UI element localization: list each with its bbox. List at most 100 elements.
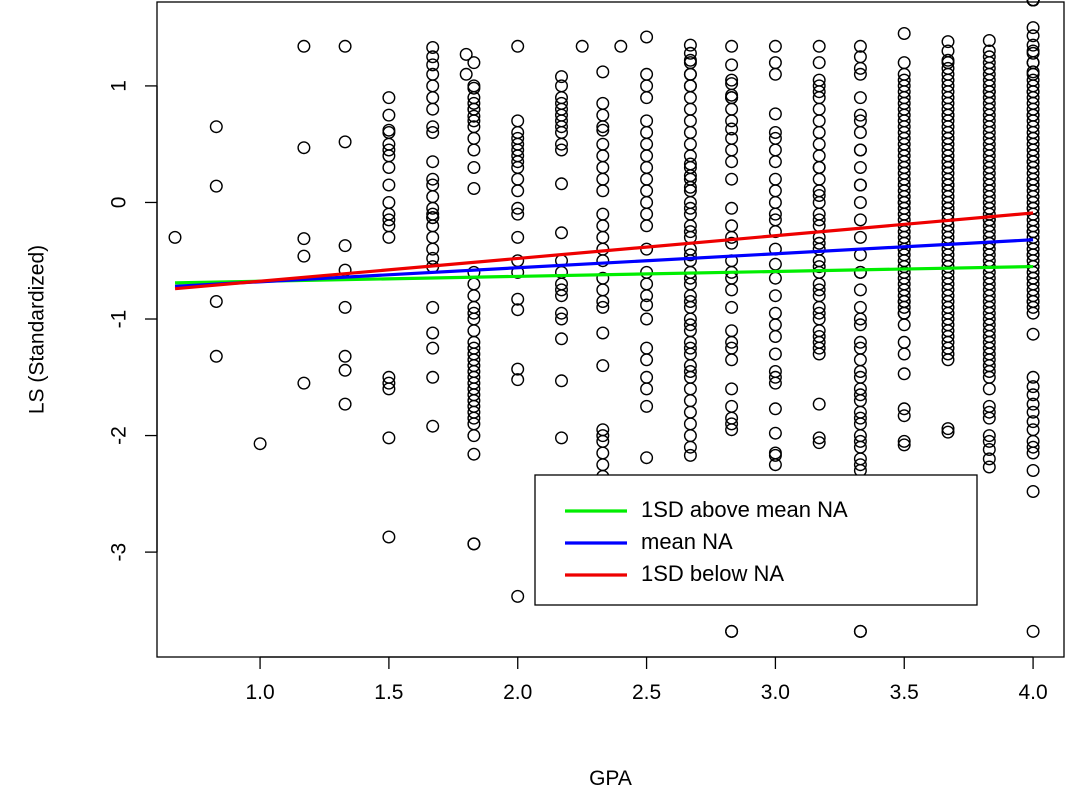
data-point	[640, 451, 654, 465]
data-point	[683, 225, 697, 239]
data-point	[382, 376, 396, 390]
data-point	[812, 397, 826, 411]
legend-label: 1SD above mean NA	[641, 497, 848, 522]
data-point	[426, 102, 440, 116]
data-point	[382, 219, 396, 233]
data-point	[426, 419, 440, 433]
data-point	[812, 283, 826, 297]
data-point	[897, 438, 911, 452]
scatter-points	[168, 0, 1040, 638]
x-tick-label: 1.0	[245, 681, 274, 704]
data-point	[426, 41, 440, 55]
data-point	[853, 213, 867, 227]
data-point	[982, 85, 996, 99]
data-point	[683, 440, 697, 454]
data-point	[768, 458, 782, 472]
data-point	[853, 178, 867, 192]
data-point	[982, 318, 996, 332]
data-point	[982, 443, 996, 457]
data-point	[941, 335, 955, 349]
data-point	[511, 207, 525, 221]
data-point	[555, 332, 569, 346]
data-point	[1026, 131, 1040, 145]
data-point	[683, 201, 697, 215]
data-point	[640, 399, 654, 413]
data-point	[209, 179, 223, 193]
data-point	[555, 120, 569, 134]
data-point	[725, 58, 739, 72]
data-point	[209, 349, 223, 363]
data-point	[338, 363, 352, 377]
data-point	[853, 341, 867, 355]
data-point	[640, 184, 654, 198]
data-point	[725, 122, 739, 136]
data-point	[768, 370, 782, 384]
data-point	[683, 38, 697, 52]
data-point	[1026, 108, 1040, 122]
data-point	[897, 409, 911, 423]
data-point	[596, 359, 610, 373]
data-point	[853, 265, 867, 279]
x-tick-label: 3.5	[890, 681, 919, 704]
data-point	[982, 131, 996, 145]
data-point	[1026, 67, 1040, 81]
data-point	[1026, 44, 1040, 58]
data-point	[982, 341, 996, 355]
data-point	[596, 120, 610, 134]
y-tick-label: -2	[108, 426, 131, 445]
data-point	[725, 77, 739, 91]
data-point	[725, 423, 739, 437]
data-point	[1026, 155, 1040, 169]
data-point	[459, 47, 473, 61]
data-point	[982, 178, 996, 192]
data-point	[768, 67, 782, 81]
data-point	[1026, 446, 1040, 460]
data-point	[467, 411, 481, 425]
data-point	[1026, 160, 1040, 174]
legend: 1SD above mean NA mean NA 1SD below NA	[534, 474, 978, 606]
data-point	[467, 143, 481, 157]
y-tick-label: -3	[108, 543, 131, 562]
data-point	[640, 207, 654, 221]
data-point	[897, 242, 911, 256]
data-point	[426, 300, 440, 314]
data-point	[640, 277, 654, 291]
data-point	[812, 236, 826, 250]
data-point	[683, 448, 697, 462]
data-point	[725, 91, 739, 105]
data-point	[1026, 327, 1040, 341]
data-point	[768, 426, 782, 440]
data-point	[725, 335, 739, 349]
data-point	[1026, 184, 1040, 198]
data-point	[338, 135, 352, 149]
data-point	[1026, 85, 1040, 99]
data-point	[982, 248, 996, 262]
data-point	[725, 236, 739, 250]
data-point	[1026, 415, 1040, 429]
data-point	[1026, 380, 1040, 394]
series-line-2	[174, 238, 1034, 288]
data-point	[725, 300, 739, 314]
data-point	[853, 67, 867, 81]
data-point	[467, 429, 481, 443]
data-point	[467, 160, 481, 174]
data-point	[941, 79, 955, 93]
data-point	[897, 295, 911, 309]
data-point	[1026, 248, 1040, 262]
data-point	[596, 65, 610, 79]
data-point	[338, 239, 352, 253]
data-point	[1026, 624, 1040, 638]
data-point	[768, 376, 782, 390]
data-point	[1026, 277, 1040, 291]
data-point	[768, 402, 782, 416]
data-point	[725, 201, 739, 215]
data-point	[1026, 440, 1040, 454]
data-point	[982, 452, 996, 466]
data-point	[812, 347, 826, 361]
data-point	[297, 376, 311, 390]
data-point	[1026, 397, 1040, 411]
data-point	[555, 306, 569, 320]
y-tick-label: -1	[108, 310, 131, 329]
data-point	[640, 91, 654, 105]
